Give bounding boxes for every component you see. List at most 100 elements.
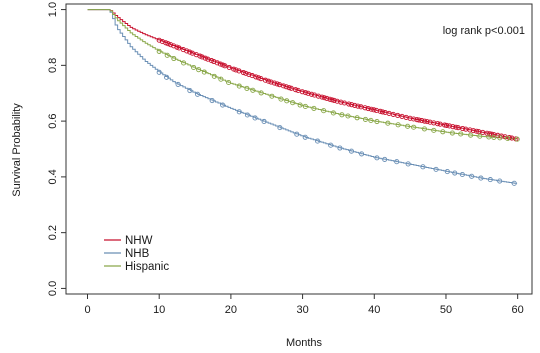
censor-mark-nhb xyxy=(382,156,388,162)
censor-mark-nhw xyxy=(371,107,377,113)
y-tick-label: 0.2 xyxy=(47,225,59,240)
x-tick-label: 50 xyxy=(440,304,452,316)
censor-mark-nhw xyxy=(460,125,466,132)
censor-mark-hispanic xyxy=(171,55,177,62)
censor-mark-nhb xyxy=(420,164,426,170)
censor-mark-nhb xyxy=(337,145,343,151)
censor-mark-nhb xyxy=(487,177,493,183)
y-axis-title: Survival Probability xyxy=(11,103,23,197)
censor-mark-hispanic xyxy=(486,134,492,140)
censor-mark-nhw xyxy=(156,37,162,43)
censor-mark-hispanic xyxy=(449,130,455,136)
censor-mark-nhw xyxy=(352,102,358,108)
censor-mark-hispanic xyxy=(468,132,474,138)
legend-label-hispanic: Hispanic xyxy=(125,261,169,273)
censor-mark-nhw xyxy=(243,70,249,76)
legend-label-nhb: NHB xyxy=(125,248,150,260)
censor-mark-nhw xyxy=(293,87,299,93)
censor-mark-hispanic xyxy=(362,116,369,122)
y-tick-label: 0.0 xyxy=(47,281,59,296)
censor-mark-hispanic xyxy=(354,115,360,121)
log-rank-annotation: log rank p<0.001 xyxy=(443,25,525,37)
censor-mark-nhb xyxy=(459,171,465,178)
censor-mark-nhw xyxy=(305,90,311,96)
censor-mark-hispanic xyxy=(302,103,308,109)
censor-mark-nhb xyxy=(511,180,517,186)
censor-mark-nhb xyxy=(433,166,439,172)
censor-mark-nhw xyxy=(424,119,430,125)
censor-mark-hispanic xyxy=(491,134,497,140)
censor-mark-hispanic xyxy=(345,113,351,119)
censor-mark-nhw xyxy=(187,49,193,55)
censor-mark-hispanic xyxy=(181,60,187,66)
censor-mark-nhw xyxy=(365,105,371,112)
censor-mark-nhw xyxy=(214,60,220,66)
censor-mark-hispanic xyxy=(395,122,401,128)
censor-mark-hispanic xyxy=(218,76,224,82)
y-tick-label: 0.6 xyxy=(47,113,59,128)
censor-mark-hispanic xyxy=(284,98,290,104)
censor-mark-nhw xyxy=(283,84,289,90)
x-tick-label: 40 xyxy=(368,304,380,316)
censor-mark-hispanic xyxy=(269,93,275,99)
censor-mark-nhb xyxy=(244,112,250,118)
censor-mark-nhb xyxy=(261,118,267,125)
censor-mark-nhw xyxy=(467,127,473,133)
censor-mark-hispanic xyxy=(374,118,380,125)
censor-mark-hispanic xyxy=(258,90,264,96)
censor-mark-nhb xyxy=(252,115,258,121)
censor-mark-nhw xyxy=(184,48,190,54)
censor-mark-nhw xyxy=(163,40,169,46)
censor-mark-hispanic xyxy=(368,117,374,124)
censor-mark-nhw xyxy=(414,117,420,123)
censor-mark-nhw xyxy=(435,121,441,127)
censor-mark-nhw xyxy=(268,79,274,85)
censor-mark-nhb xyxy=(405,161,411,167)
censor-mark-hispanic xyxy=(278,96,284,102)
censor-mark-nhw xyxy=(442,122,448,128)
censor-mark-nhw xyxy=(419,118,425,124)
censor-mark-nhw xyxy=(217,61,223,67)
censor-mark-hispanic xyxy=(244,85,250,92)
censor-mark-nhb xyxy=(452,170,458,176)
censor-mark-nhw xyxy=(411,116,417,122)
x-tick-label: 20 xyxy=(225,304,237,316)
censor-mark-nhw xyxy=(168,42,174,48)
censor-mark-hispanic xyxy=(477,133,483,139)
censor-mark-nhw xyxy=(446,123,452,129)
censor-mark-hispanic xyxy=(405,123,411,129)
y-tick-label: 0.4 xyxy=(47,169,59,184)
censor-mark-nhw xyxy=(444,122,450,128)
censor-mark-nhw xyxy=(453,124,459,130)
censor-mark-nhb xyxy=(444,169,450,175)
plot-frame xyxy=(65,3,533,295)
censor-mark-nhw xyxy=(377,108,383,114)
censor-mark-hispanic xyxy=(514,136,520,142)
censor-mark-nhw xyxy=(346,101,352,107)
censor-mark-nhw xyxy=(379,109,386,115)
censor-mark-nhw xyxy=(368,106,374,112)
y-tick-label: 0.8 xyxy=(47,58,59,73)
censor-mark-nhw xyxy=(236,68,242,74)
censor-mark-hispanic xyxy=(311,105,317,111)
censor-mark-hispanic xyxy=(156,48,162,54)
censor-mark-nhw xyxy=(324,95,330,101)
censor-mark-nhw xyxy=(280,83,286,89)
censor-mark-nhb xyxy=(277,125,283,131)
censor-mark-nhw xyxy=(202,55,208,61)
censor-mark-nhw xyxy=(288,85,294,91)
censor-mark-nhw xyxy=(271,80,277,86)
censor-mark-hispanic xyxy=(339,112,345,118)
censor-mark-nhb xyxy=(478,175,484,181)
censor-mark-nhw xyxy=(262,77,268,83)
censor-mark-nhw xyxy=(176,45,182,51)
censor-mark-nhb xyxy=(374,155,380,161)
censor-mark-hispanic xyxy=(440,129,446,135)
censor-mark-nhw xyxy=(208,58,215,64)
censor-mark-nhw xyxy=(171,43,177,49)
censor-mark-nhw xyxy=(416,117,422,123)
censor-mark-nhw xyxy=(253,74,259,80)
censor-mark-nhw xyxy=(390,111,396,117)
censor-mark-nhb xyxy=(220,102,226,108)
censor-mark-hispanic xyxy=(321,108,327,114)
